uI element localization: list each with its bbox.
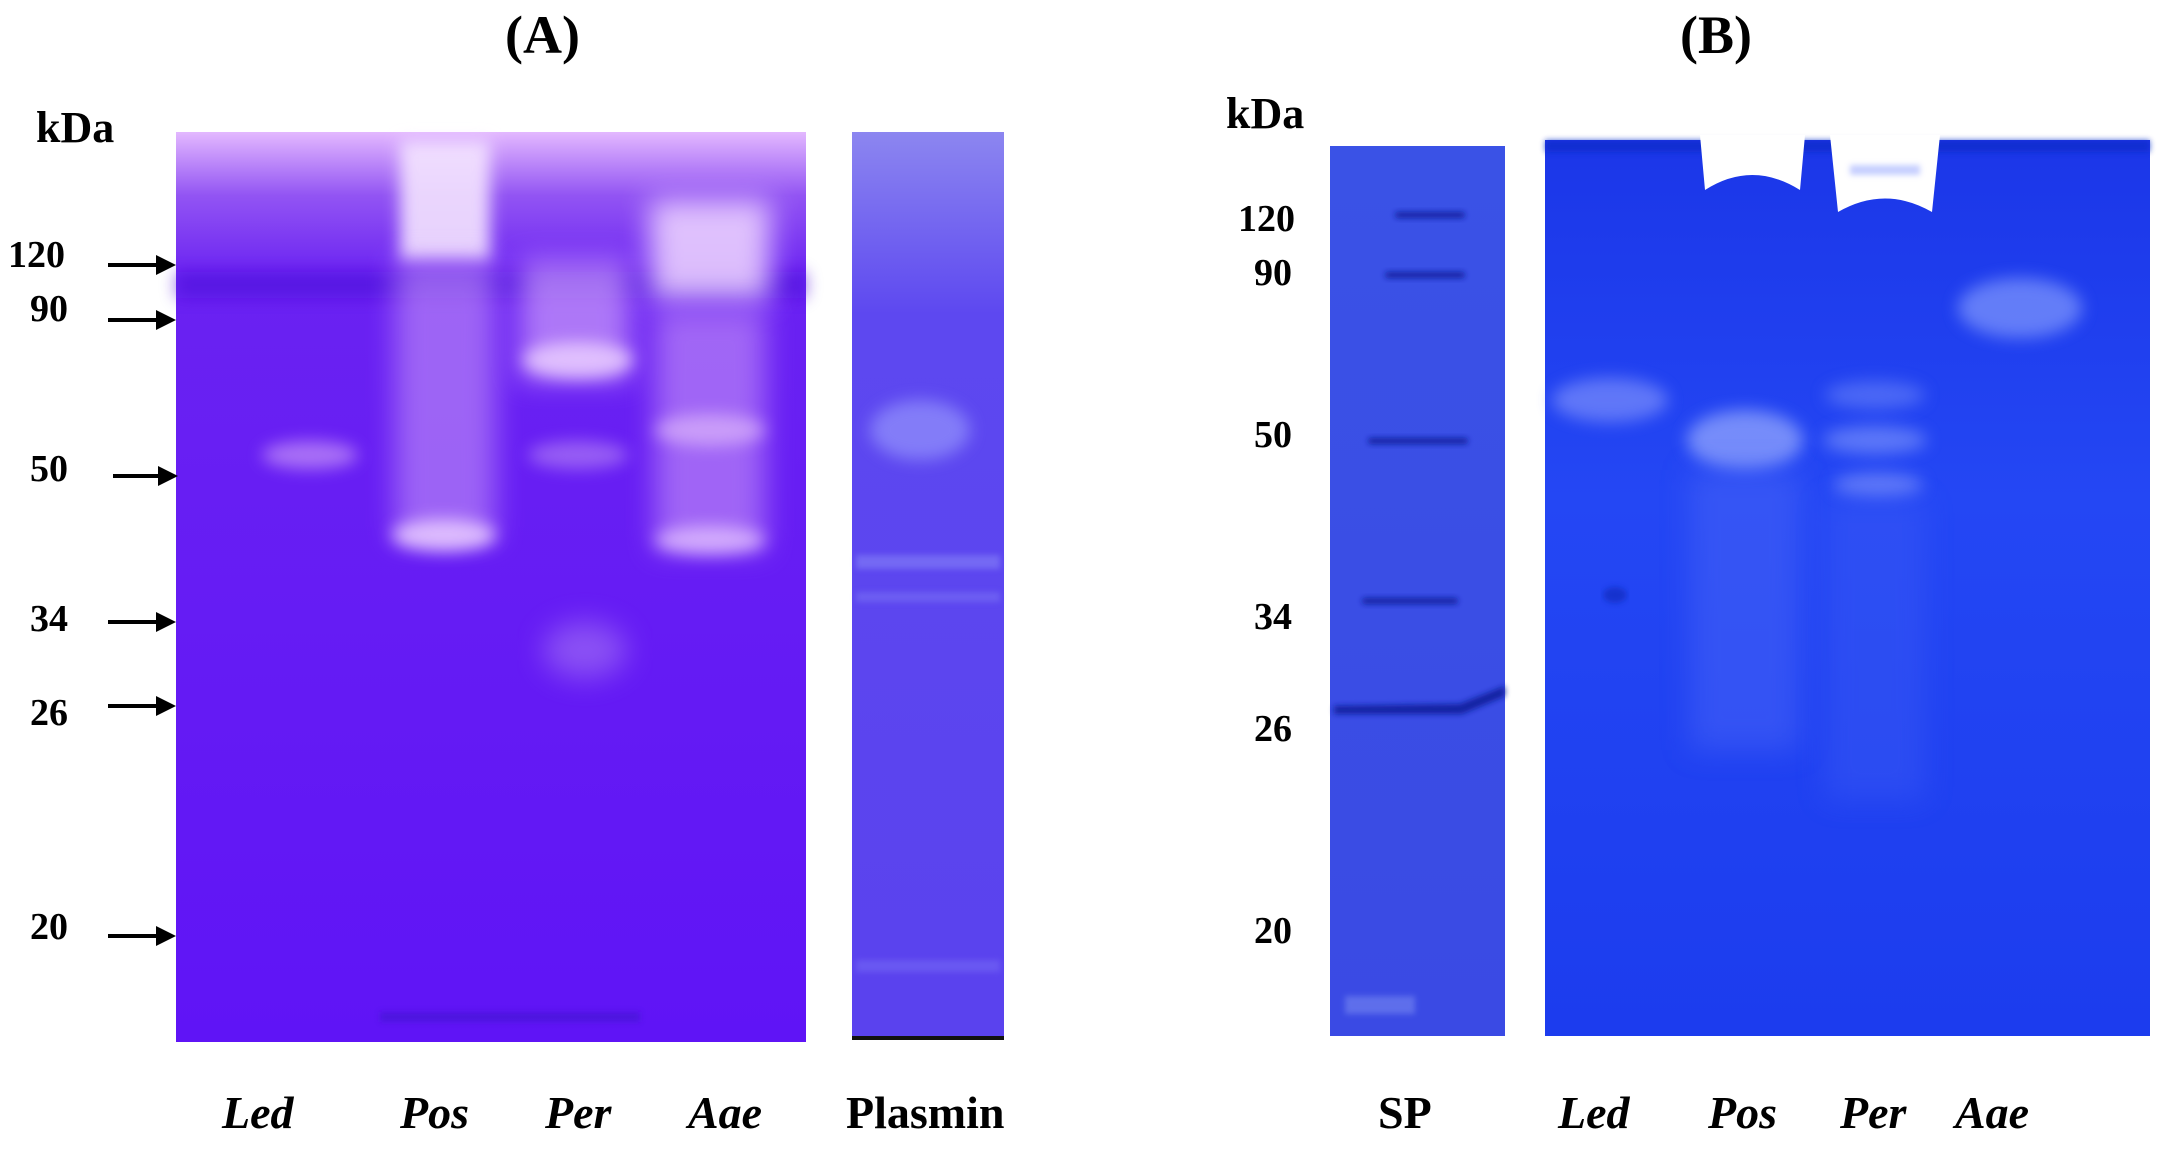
gel-b-lane-led-band — [1552, 378, 1668, 422]
arrow-26 — [108, 696, 176, 716]
panel-b-lane-sp: SP — [1378, 1087, 1432, 1138]
panel-a-marker-34: 34 — [30, 598, 68, 640]
panel-b-lane-per: Per — [1840, 1087, 1907, 1138]
panel-b-marker-50: 50 — [1254, 414, 1292, 456]
gel-b-lane-aae-band — [1958, 278, 2082, 338]
panel-b-marker-34: 34 — [1254, 596, 1292, 638]
panel-a-lane-led: Led — [222, 1087, 294, 1138]
panel-a-marker-20: 20 — [30, 906, 68, 948]
arrow-90 — [108, 310, 176, 330]
panel-a-title: (A) — [505, 5, 580, 65]
panel-a-lane-aae: Aae — [688, 1087, 763, 1138]
panel-b-title: (B) — [1680, 5, 1752, 65]
gel-b-lane-pos-well — [1700, 135, 1805, 190]
panel-a-gel — [176, 132, 806, 1042]
panel-a-marker-90: 90 — [30, 288, 68, 330]
gel-b-lane-per-bands — [1823, 381, 1927, 800]
panel-b-zymogram-gel — [1545, 135, 2150, 1036]
panel-a-lane-plasmin: Plasmin — [846, 1087, 1005, 1138]
arrow-120 — [108, 255, 176, 275]
panel-a-plasmin-gel — [852, 132, 1004, 1040]
panel-b-marker-90: 90 — [1254, 252, 1292, 294]
panel-b-kda-label: kDa — [1226, 89, 1305, 138]
panel-a-kda-label: kDa — [36, 103, 115, 152]
panel-b-lane-pos: Pos — [1708, 1087, 1777, 1138]
arrow-20 — [108, 926, 176, 946]
gel-a-lane-led-band — [262, 441, 358, 469]
arrow-50 — [113, 466, 178, 486]
panel-a-marker-50: 50 — [30, 448, 68, 490]
panel-a-marker-arrows — [108, 255, 178, 946]
gel-b-lane-pos-bands — [1687, 410, 1803, 750]
panel-b-marker-26: 26 — [1254, 708, 1292, 750]
panel-a-lane-pos: Pos — [400, 1087, 469, 1138]
panel-a-marker-26: 26 — [30, 692, 68, 734]
panel-b-marker-20: 20 — [1254, 910, 1292, 952]
gel-a-lane-pos-clearing — [392, 140, 496, 551]
gel-a-lane-per-clearing — [520, 260, 633, 678]
arrow-34 — [108, 612, 176, 632]
panel-b-sp-gel — [1330, 146, 1505, 1036]
panel-a-marker-120: 120 — [8, 234, 65, 276]
panel-b-marker-120: 120 — [1238, 198, 1295, 240]
panel-b-lane-led: Led — [1558, 1087, 1630, 1138]
panel-b-lane-aae: Aae — [1955, 1087, 2030, 1138]
panel-a-lane-per: Per — [545, 1087, 612, 1138]
gel-a-lane-aae-clearing — [650, 200, 770, 554]
